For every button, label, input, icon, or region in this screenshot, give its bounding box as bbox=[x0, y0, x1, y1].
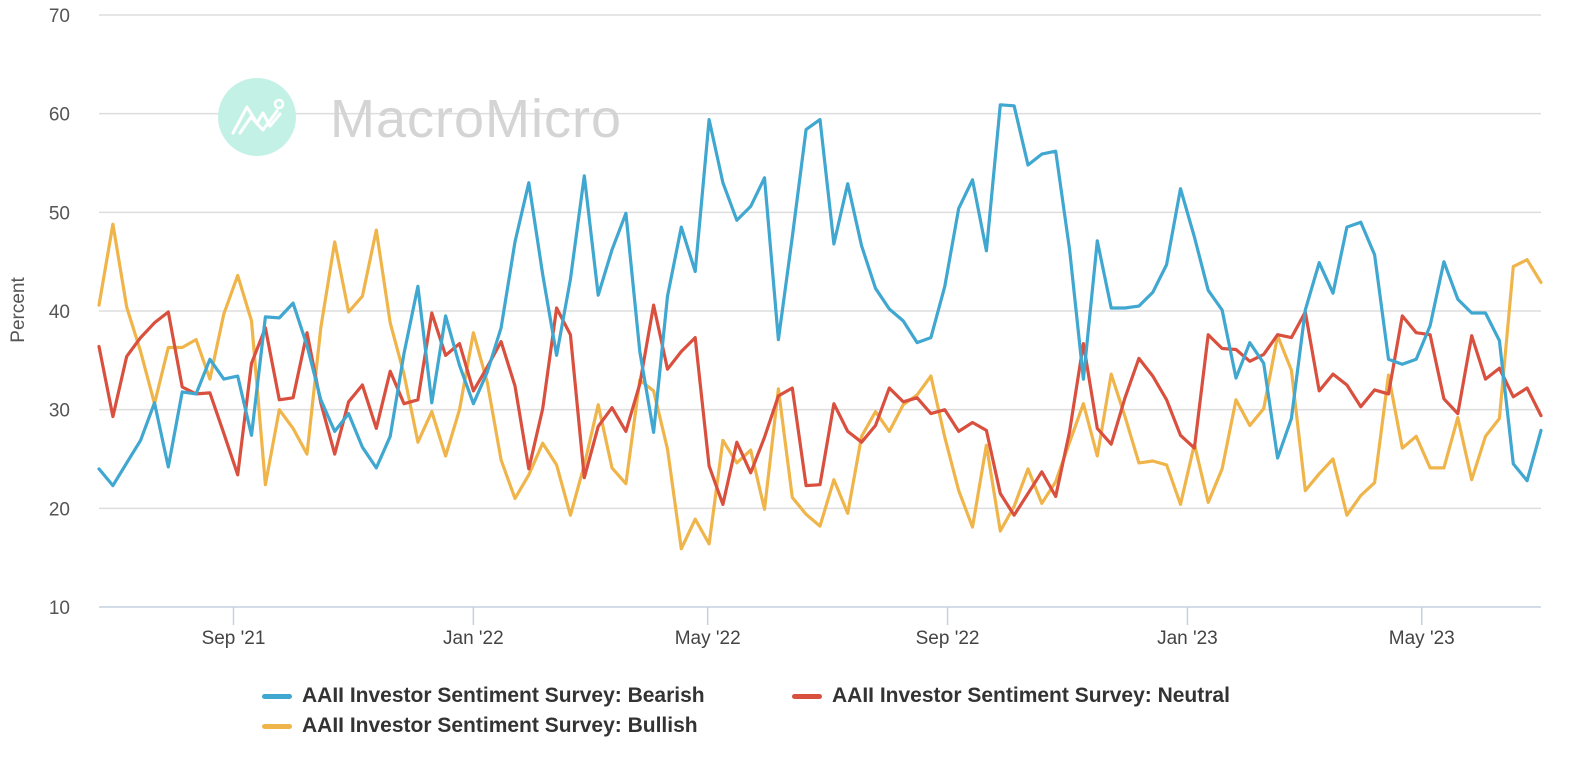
legend-item-bearish[interactable]: AAII Investor Sentiment Survey: Bearish bbox=[262, 684, 705, 708]
series-lines bbox=[97, 103, 1543, 551]
legend-label-bullish: AAII Investor Sentiment Survey: Bullish bbox=[302, 714, 698, 737]
y-axis-label: Percent bbox=[8, 277, 29, 343]
x-tick-label: Jan '23 bbox=[1157, 628, 1218, 649]
y-tick-label: 40 bbox=[49, 302, 70, 323]
x-tick-label: Jan '22 bbox=[443, 628, 504, 649]
macromicro-logo-icon bbox=[218, 78, 296, 156]
y-tick-label: 70 bbox=[49, 6, 70, 27]
y-tick-label: 60 bbox=[49, 105, 70, 126]
x-axis: Sep '21 Jan '22 May '22 Sep '22 Jan '23 May '… bbox=[99, 606, 1541, 649]
y-tick-label: 30 bbox=[49, 401, 70, 422]
legend-item-neutral[interactable]: AAII Investor Sentiment Survey: Neutral bbox=[792, 684, 1230, 708]
series-line-neutral[interactable] bbox=[97, 303, 1543, 517]
watermark: MacroMicro bbox=[218, 78, 622, 156]
x-tick-label: Sep '21 bbox=[202, 628, 266, 649]
series-line-bearish[interactable] bbox=[97, 103, 1543, 488]
x-tick-label: Sep '22 bbox=[916, 628, 980, 649]
logo-chart-glyph-2 bbox=[238, 109, 279, 135]
watermark-text: MacroMicro bbox=[330, 89, 622, 149]
y-axis-ticks: 10 20 30 40 50 60 70 bbox=[49, 6, 70, 619]
gridlines bbox=[99, 14, 1541, 510]
x-tick-label: May '23 bbox=[1389, 628, 1455, 649]
logo-chart-glyph bbox=[231, 105, 282, 135]
y-tick-label: 20 bbox=[49, 499, 70, 520]
legend-item-bullish[interactable]: AAII Investor Sentiment Survey: Bullish bbox=[262, 714, 698, 738]
y-tick-label: 50 bbox=[49, 203, 70, 224]
legend-swatch-neutral bbox=[792, 693, 822, 699]
legend-swatch-bullish bbox=[262, 723, 292, 729]
y-tick-label: 10 bbox=[49, 598, 70, 619]
series-line-bullish[interactable] bbox=[97, 222, 1543, 551]
legend-swatch-bearish bbox=[262, 693, 292, 699]
line-chart: MacroMicro 10 20 30 40 50 60 70 Percent Sep '2… bbox=[8, 6, 1543, 649]
x-tick-label: May '22 bbox=[675, 628, 741, 649]
legend-label-neutral: AAII Investor Sentiment Survey: Neutral bbox=[832, 684, 1230, 707]
legend-label-bearish: AAII Investor Sentiment Survey: Bearish bbox=[302, 684, 705, 707]
logo-dot bbox=[273, 98, 285, 110]
